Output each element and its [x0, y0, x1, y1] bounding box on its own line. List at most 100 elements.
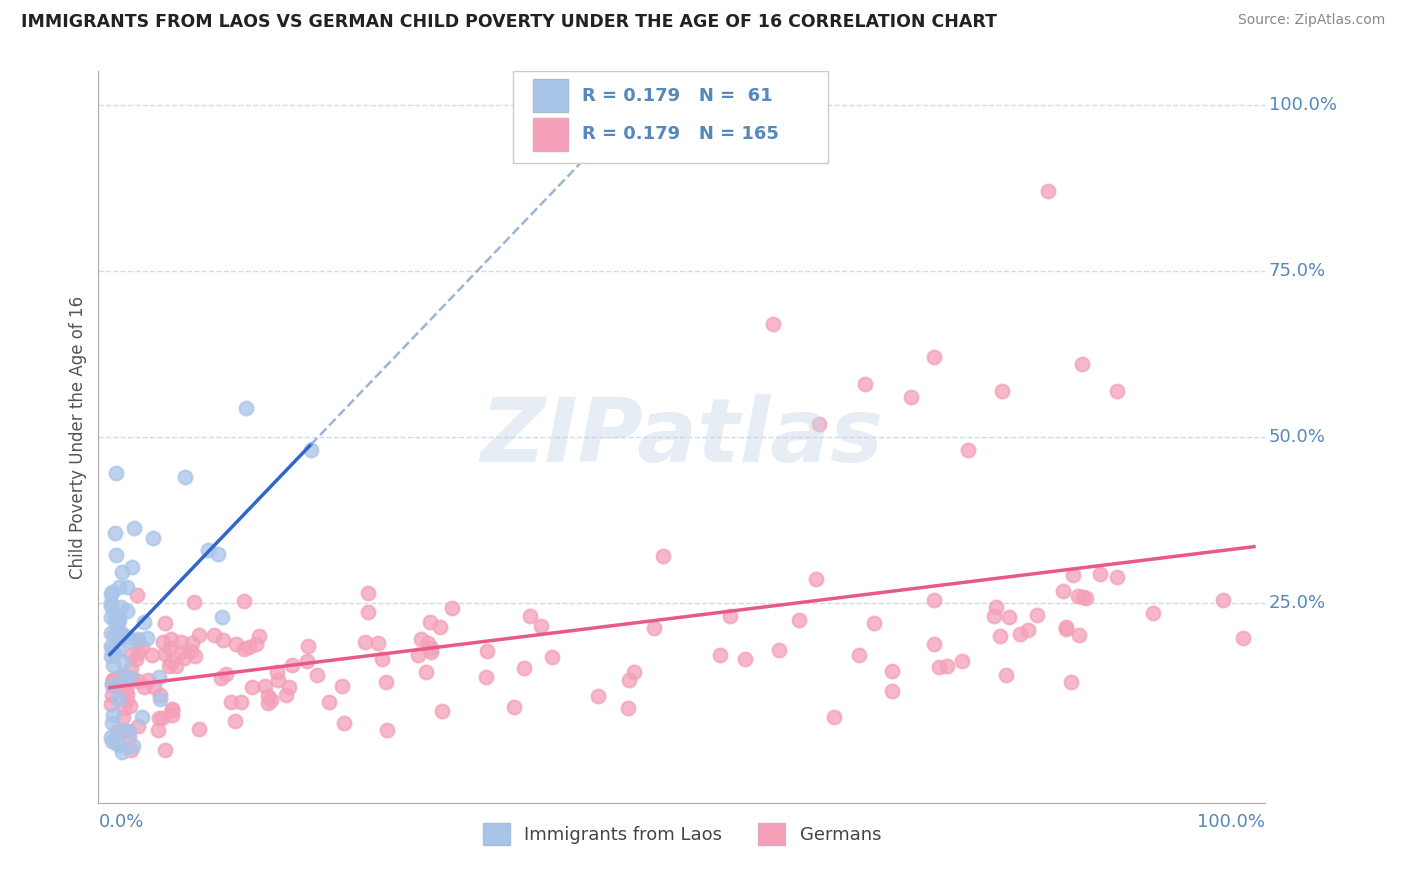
- Point: [159, 641, 181, 656]
- Text: 75.0%: 75.0%: [1268, 262, 1326, 280]
- Point: [950, 654, 973, 668]
- Point: [101, 734, 124, 748]
- Point: [997, 610, 1019, 624]
- Point: [991, 384, 1014, 398]
- Point: [107, 692, 129, 706]
- Point: [127, 632, 149, 646]
- Point: [1054, 620, 1077, 634]
- Point: [995, 668, 1018, 682]
- Point: [100, 697, 122, 711]
- Point: [1062, 567, 1084, 582]
- Point: [100, 730, 122, 744]
- Point: [956, 443, 979, 458]
- Point: [848, 648, 870, 663]
- Point: [332, 715, 354, 730]
- Point: [806, 572, 828, 586]
- Point: [170, 644, 193, 658]
- Point: [988, 629, 1011, 643]
- Y-axis label: Child Poverty Under the Age of 16: Child Poverty Under the Age of 16: [69, 295, 87, 579]
- Point: [155, 647, 177, 661]
- Point: [110, 600, 132, 615]
- Point: [153, 615, 176, 630]
- Point: [247, 629, 270, 643]
- Point: [188, 628, 211, 642]
- Point: [276, 688, 298, 702]
- Point: [808, 417, 831, 431]
- Text: 50.0%: 50.0%: [1268, 428, 1326, 446]
- Point: [371, 651, 394, 665]
- Point: [357, 605, 380, 619]
- Point: [209, 671, 232, 685]
- Point: [266, 665, 288, 680]
- Point: [136, 673, 159, 687]
- Point: [125, 588, 148, 602]
- Point: [823, 710, 845, 724]
- Text: R = 0.179   N =  61: R = 0.179 N = 61: [582, 87, 772, 104]
- Point: [1232, 631, 1254, 645]
- Point: [408, 648, 430, 663]
- Point: [127, 646, 149, 660]
- Point: [108, 670, 131, 684]
- Point: [121, 559, 143, 574]
- Point: [162, 703, 184, 717]
- Point: [419, 641, 441, 656]
- Point: [853, 376, 876, 391]
- Point: [1142, 607, 1164, 621]
- Point: [101, 642, 124, 657]
- Point: [108, 670, 131, 684]
- Point: [238, 640, 260, 654]
- Point: [108, 615, 131, 629]
- Point: [541, 650, 564, 665]
- Point: [149, 692, 172, 706]
- Point: [127, 674, 149, 689]
- Point: [117, 604, 139, 618]
- Point: [160, 708, 183, 723]
- Point: [922, 351, 945, 365]
- Point: [643, 622, 665, 636]
- Point: [503, 700, 526, 714]
- Point: [111, 655, 134, 669]
- Point: [219, 695, 242, 709]
- Text: IMMIGRANTS FROM LAOS VS GERMAN CHILD POVERTY UNDER THE AGE OF 16 CORRELATION CHA: IMMIGRANTS FROM LAOS VS GERMAN CHILD POV…: [21, 13, 997, 31]
- Point: [180, 643, 202, 657]
- Point: [330, 680, 353, 694]
- Point: [1010, 626, 1032, 640]
- Point: [148, 723, 170, 737]
- Point: [115, 692, 138, 706]
- Point: [107, 613, 129, 627]
- Point: [120, 648, 142, 662]
- Point: [375, 723, 398, 737]
- Point: [297, 640, 319, 654]
- Point: [1067, 590, 1090, 604]
- Point: [112, 723, 135, 737]
- Point: [260, 692, 283, 706]
- Point: [415, 665, 437, 679]
- Point: [112, 669, 135, 683]
- Point: [513, 660, 536, 674]
- Point: [100, 626, 122, 640]
- Point: [212, 633, 235, 648]
- Point: [430, 704, 453, 718]
- Point: [245, 636, 267, 650]
- Point: [1060, 675, 1083, 690]
- Point: [354, 635, 377, 649]
- Text: R = 0.179   N = 165: R = 0.179 N = 165: [582, 125, 779, 144]
- Point: [184, 648, 207, 663]
- Point: [104, 609, 127, 624]
- Point: [1017, 623, 1039, 637]
- Point: [101, 584, 124, 599]
- Point: [114, 683, 136, 698]
- Point: [157, 659, 180, 673]
- Point: [141, 648, 163, 662]
- Point: [160, 632, 183, 646]
- Point: [254, 679, 277, 693]
- Point: [617, 673, 640, 688]
- Point: [586, 690, 609, 704]
- Point: [131, 710, 153, 724]
- Point: [1107, 570, 1129, 584]
- Point: [787, 613, 810, 627]
- Point: [418, 636, 440, 650]
- Point: [131, 640, 153, 655]
- Point: [922, 637, 945, 651]
- Point: [183, 594, 205, 608]
